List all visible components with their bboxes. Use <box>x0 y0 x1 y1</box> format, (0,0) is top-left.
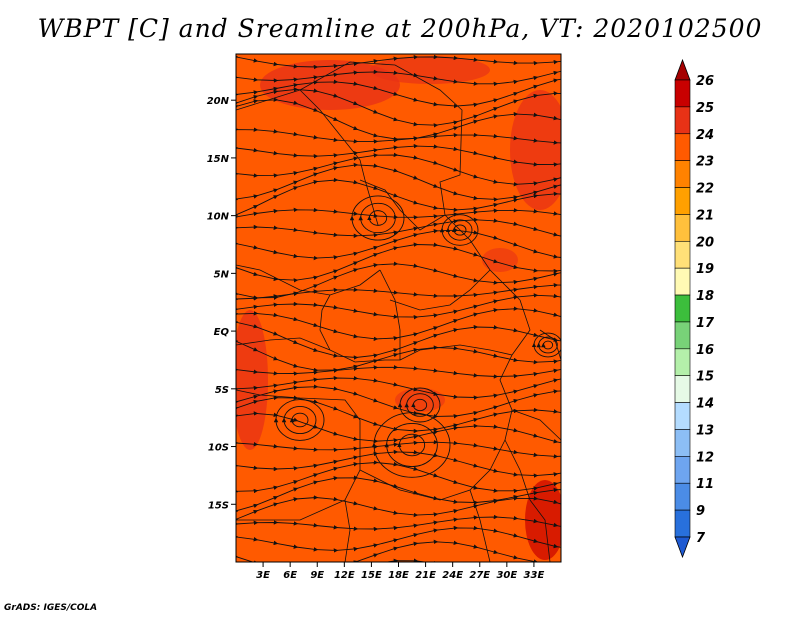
streamline-vortex <box>531 332 561 358</box>
y-tick-label: 20N <box>207 96 230 107</box>
colorbar-segment <box>674 294 691 323</box>
colorbar-segment <box>674 509 691 538</box>
streamline-vortex <box>451 224 467 236</box>
streamline <box>236 127 561 145</box>
colorbar: 26 25 24 23 22 21 20 19 18 17 16 15 14 13 12 11 9 7 <box>674 58 715 559</box>
colorbar-label: 19 <box>696 262 714 277</box>
streamline <box>236 177 561 217</box>
wbpt-patch <box>482 248 518 272</box>
streamline-vortex <box>358 202 396 234</box>
streamlines <box>236 54 561 562</box>
streamline <box>236 207 561 220</box>
streamline-vortex <box>445 219 473 241</box>
x-tick-label: 27E <box>469 570 490 581</box>
colorbar-label: 14 <box>696 397 714 412</box>
y-tick-label: EQ <box>214 327 230 338</box>
streamline-vortex <box>404 393 434 417</box>
streamline <box>236 495 561 522</box>
x-tick-label: 3E <box>256 570 270 581</box>
grads-credit: GrADS: IGES/COLA <box>4 603 98 613</box>
x-tick-label: 6E <box>283 570 297 581</box>
y-tick-label: 5S <box>215 385 229 396</box>
wbpt-patch <box>370 56 490 84</box>
colorbar-segment <box>674 321 691 350</box>
streamline <box>236 339 561 373</box>
streamline-vortex <box>397 433 426 457</box>
chart-title: WBPT [C] and Sreamline at 200hPa, VT: 20… <box>37 14 763 43</box>
colorbar-label: 11 <box>696 477 714 492</box>
colorbar-label: 24 <box>696 128 714 143</box>
colorbar-segment <box>674 456 691 484</box>
colorbar-label: 15 <box>696 370 714 385</box>
wbpt-patch <box>395 388 445 412</box>
x-tick-label: 9E <box>310 570 324 581</box>
colorbar-segment <box>674 79 691 108</box>
streamline-vortex <box>397 387 441 423</box>
colorbar-label: 25 <box>696 101 714 116</box>
colorbar-segment <box>674 106 691 135</box>
y-tick-label: 5N <box>214 269 230 280</box>
streamline-vortex <box>384 422 438 468</box>
colorbar-label: 16 <box>696 343 714 358</box>
colorbar-segment <box>674 133 691 161</box>
colorbar-bottom-arrow <box>674 536 691 559</box>
streamline-vortex <box>367 210 388 226</box>
colorbar-label: 21 <box>696 208 714 223</box>
x-tick-label: 33E <box>524 570 545 581</box>
colorbar-segment <box>674 375 691 403</box>
colorbar-label: 20 <box>696 235 714 250</box>
x-tick-label: 30E <box>496 570 517 581</box>
streamline-vortex <box>536 336 558 354</box>
streamline-vortex <box>273 399 325 441</box>
x-axis: 3E 6E 9E 12E 15E 18E 21E 24E 27E 30E 33E <box>256 562 544 581</box>
colorbar-label: 7 <box>696 531 706 546</box>
colorbar-label: 26 <box>696 74 714 89</box>
y-axis: 20N 15N 10N 5N EQ 5S 10S 15S <box>207 96 236 511</box>
map-plot-area <box>235 53 562 563</box>
colorbar-segment <box>674 482 691 511</box>
colorbar-segment <box>674 240 691 269</box>
colorbar-label: 18 <box>696 289 714 304</box>
colorbar-segment <box>674 267 691 296</box>
streamline <box>236 54 561 70</box>
streamline-vortex <box>371 412 451 478</box>
streamline <box>236 558 559 562</box>
streamline-vortex <box>349 195 405 241</box>
streamline-vortex <box>411 398 428 412</box>
y-tick-label: 15N <box>207 154 230 165</box>
colorbar-label: 13 <box>696 423 714 438</box>
x-tick-label: 24E <box>442 570 463 581</box>
streamline-vortex <box>281 405 317 435</box>
y-tick-label: 10N <box>207 212 230 223</box>
streamline-vortex <box>289 412 309 428</box>
x-tick-label: 21E <box>415 570 436 581</box>
colorbar-segment <box>674 429 691 457</box>
x-tick-label: 12E <box>334 570 355 581</box>
colorbar-segment <box>674 187 691 215</box>
x-tick-label: 15E <box>361 570 382 581</box>
colorbar-top-arrow <box>674 58 691 81</box>
streamline <box>236 539 559 562</box>
y-tick-label: 15S <box>208 500 229 511</box>
colorbar-segment <box>674 160 691 188</box>
colorbar-label: 17 <box>696 316 715 331</box>
colorbar-segment <box>674 214 691 242</box>
colorbar-label: 9 <box>696 504 705 519</box>
wbpt-patch <box>236 310 268 450</box>
y-tick-label: 10S <box>208 443 229 454</box>
streamline-vortex <box>541 340 554 350</box>
colorbar-label: 23 <box>696 155 714 170</box>
colorbar-label: 22 <box>696 182 714 197</box>
streamline-vortex <box>439 214 479 246</box>
country-borders <box>236 61 561 562</box>
colorbar-segment <box>674 348 691 377</box>
colorbar-segment <box>674 402 691 430</box>
x-tick-label: 18E <box>388 570 409 581</box>
colorbar-label: 12 <box>696 450 714 465</box>
